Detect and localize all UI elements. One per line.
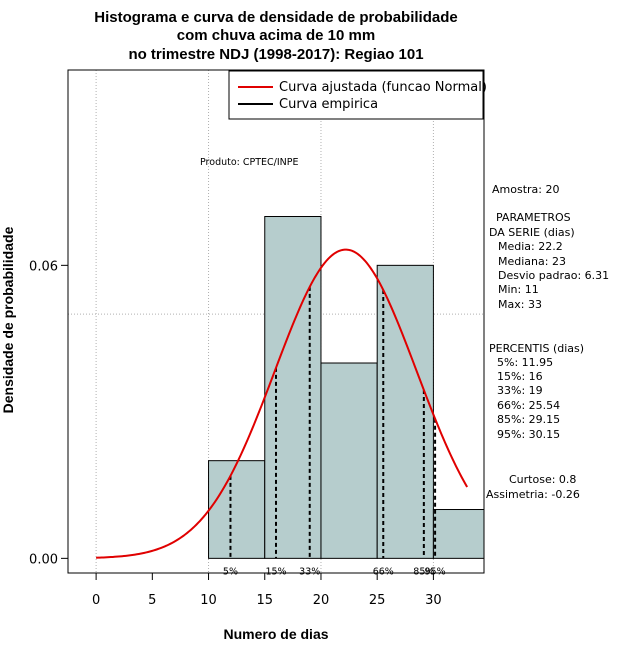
stat-p15: 15%: 16 (497, 370, 543, 383)
percentile-lines: 5% 15% 33% 66% 85%95% (223, 286, 446, 577)
stat-p95: 95%: 30.15 (497, 428, 560, 441)
legend-label-normal: Curva ajustada (funcao Normal) (279, 80, 487, 95)
histogram-bar (376, 264, 434, 559)
legend-label-empirical: Curva empirica (279, 97, 378, 112)
stat-params-heading: PARAMETROS (496, 211, 571, 224)
stat-percentiles-heading: PERCENTIS (dias) (489, 342, 584, 355)
percentile-label-85pct: 85% (413, 566, 434, 577)
stat-p85: 85%: 29.15 (497, 413, 560, 426)
x-axis: 0 5 10 15 20 25 30 (92, 572, 442, 608)
stat-p33: 33%: 19 (497, 384, 543, 397)
x-tick-label: 0 (92, 593, 100, 608)
x-tick-label: 5 (148, 593, 156, 608)
percentile-label-15pct: 15% (265, 566, 286, 577)
stat-p66: 66%: 25.54 (497, 399, 560, 412)
percentile-label-95pct: 95% (425, 566, 446, 577)
chart-title-line-1: Histograma e curva de densidade de proba… (94, 9, 457, 26)
stat-kurtosis: Curtose: 0.8 (509, 473, 576, 486)
legend-box (228, 70, 484, 120)
y-axis: 0.00 0.06 (29, 259, 69, 567)
stat-max: Max: 33 (498, 298, 542, 311)
x-tick-label: 20 (313, 593, 330, 608)
histogram-bars (208, 216, 485, 559)
chart-title-line-2: com chuva acima de 10 mm (177, 27, 375, 44)
legend: Curva ajustada (funcao Normal) Curva emp… (228, 70, 487, 120)
percentile-label-66pct: 66% (373, 566, 394, 577)
y-tick-label: 0.06 (29, 259, 58, 274)
stat-median: Mediana: 23 (498, 255, 566, 268)
y-tick-label: 0.00 (29, 552, 58, 567)
histogram-bar (432, 509, 485, 559)
percentile-label-5pct: 5% (223, 566, 238, 577)
stat-skewness: Assimetria: -0.26 (486, 488, 580, 501)
stat-p5: 5%: 11.95 (497, 356, 553, 369)
stat-params-subheading: DA SERIE (dias) (489, 226, 575, 239)
chart-title-line-3: no trimestre NDJ (1998-2017): Regiao 101 (128, 46, 423, 63)
histogram-bar (264, 216, 322, 559)
x-tick-label: 10 (200, 593, 217, 608)
x-axis-title: Numero de dias (223, 626, 328, 642)
histogram-bar (208, 460, 266, 559)
stat-min: Min: 11 (498, 283, 539, 296)
stat-stddev: Desvio padrao: 6.31 (498, 269, 609, 282)
histogram-bar (320, 362, 378, 559)
normal-curve-layer (96, 248, 469, 559)
stats-panel: Amostra: 20 PARAMETROS DA SERIE (dias) M… (486, 183, 609, 501)
percentile-label-33pct: 33% (299, 566, 320, 577)
stat-mean: Media: 22.2 (498, 240, 563, 253)
x-tick-label: 15 (256, 593, 273, 608)
y-axis-title: Densidade de probabilidade (0, 226, 16, 413)
stat-sample: Amostra: 20 (492, 183, 559, 196)
x-tick-label: 25 (369, 593, 386, 608)
x-tick-label: 30 (425, 593, 442, 608)
product-annotation: Produto: CPTEC/INPE (200, 157, 299, 168)
normal-curve-line (96, 248, 469, 559)
